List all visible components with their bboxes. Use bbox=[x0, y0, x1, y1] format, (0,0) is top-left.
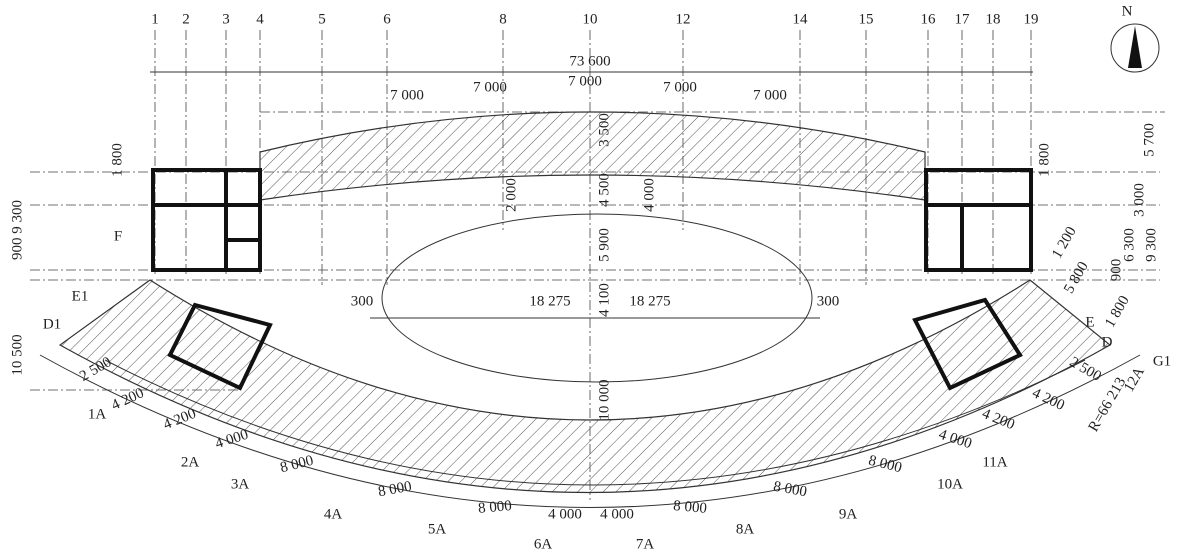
label: 1 800 bbox=[1036, 143, 1052, 177]
label: 8 000 bbox=[772, 479, 808, 501]
label: 15 bbox=[859, 11, 874, 27]
label: 7 000 bbox=[663, 79, 697, 95]
label: 10 000 bbox=[596, 379, 612, 420]
label: 2 bbox=[182, 11, 190, 27]
label: 7 000 bbox=[753, 87, 787, 103]
label: 18 275 bbox=[629, 293, 670, 309]
label: 5A bbox=[428, 521, 447, 537]
label: E bbox=[1085, 314, 1094, 330]
label: 4 000 bbox=[213, 427, 250, 453]
label: 1 bbox=[151, 11, 159, 27]
label: 900 bbox=[1108, 259, 1124, 282]
label: 10A bbox=[937, 476, 963, 492]
label: F bbox=[114, 228, 122, 244]
label: 5 bbox=[318, 11, 326, 27]
label: 18 275 bbox=[529, 293, 570, 309]
label: 6 bbox=[383, 11, 391, 27]
label: 4 200 bbox=[1030, 385, 1067, 414]
label: 2A bbox=[181, 454, 200, 470]
label: 3 000 bbox=[1131, 183, 1147, 217]
label: 300 bbox=[817, 293, 840, 309]
label: 4 500 bbox=[596, 173, 612, 207]
label: 10 bbox=[583, 11, 598, 27]
label: 6A bbox=[534, 536, 553, 552]
label: 900 9 300 bbox=[9, 200, 25, 260]
label: 8 000 bbox=[279, 453, 316, 477]
label: 4 000 bbox=[641, 178, 657, 212]
label: 4 000 bbox=[600, 506, 634, 522]
label: 11A bbox=[982, 454, 1007, 470]
label: 4A bbox=[324, 506, 343, 522]
label: 5 700 bbox=[1141, 123, 1157, 157]
label: E1 bbox=[72, 288, 89, 304]
label: 8 bbox=[499, 11, 507, 27]
label: 19 bbox=[1024, 11, 1039, 27]
label: 4 200 bbox=[161, 406, 198, 433]
label: 3 bbox=[222, 11, 230, 27]
label: 1A bbox=[88, 406, 107, 422]
label: 4 100 bbox=[596, 283, 612, 317]
label: 9A bbox=[839, 506, 858, 522]
label: 1 800 bbox=[109, 143, 125, 177]
label: 1 200 bbox=[1049, 224, 1080, 261]
label: 10 500 bbox=[9, 334, 25, 375]
label: 6 300 bbox=[1121, 228, 1137, 262]
label: 5 800 bbox=[1061, 259, 1092, 296]
label: 8 000 bbox=[477, 498, 512, 517]
label: 16 bbox=[921, 11, 937, 27]
label: 9 300 bbox=[1143, 228, 1159, 262]
label: 8 000 bbox=[673, 498, 708, 517]
label: 8 000 bbox=[867, 453, 904, 477]
label: 7 000 bbox=[568, 73, 602, 89]
label: 5 900 bbox=[596, 228, 612, 262]
label: 3 500 bbox=[596, 113, 612, 147]
label: 14 bbox=[793, 11, 809, 27]
label: 1 800 bbox=[1102, 293, 1133, 330]
label: 4 200 bbox=[109, 385, 146, 414]
label: 7A bbox=[636, 536, 655, 552]
label: D bbox=[1102, 334, 1113, 350]
label: D1 bbox=[43, 316, 61, 332]
label: N bbox=[1122, 3, 1133, 19]
label: 4 000 bbox=[548, 506, 582, 522]
label: 3A bbox=[231, 476, 250, 492]
floor-plan: 1234568101214151617181973 6007 0007 0007… bbox=[0, 0, 1190, 553]
label: 7 000 bbox=[390, 87, 424, 103]
structure bbox=[40, 24, 1159, 508]
label: 7 000 bbox=[473, 79, 507, 95]
label: 73 600 bbox=[569, 53, 610, 69]
label: 12A bbox=[1121, 364, 1148, 395]
label: 8A bbox=[736, 521, 755, 537]
label: 17 bbox=[955, 11, 971, 27]
label: G1 bbox=[1153, 353, 1171, 369]
north-arrow bbox=[1128, 26, 1142, 68]
label: 18 bbox=[986, 11, 1001, 27]
label: 4 bbox=[256, 11, 264, 27]
label: 8 000 bbox=[377, 479, 413, 501]
label: 2 000 bbox=[503, 178, 519, 212]
label: 12 bbox=[676, 11, 691, 27]
label: 300 bbox=[351, 293, 374, 309]
label: 4 000 bbox=[937, 427, 974, 453]
